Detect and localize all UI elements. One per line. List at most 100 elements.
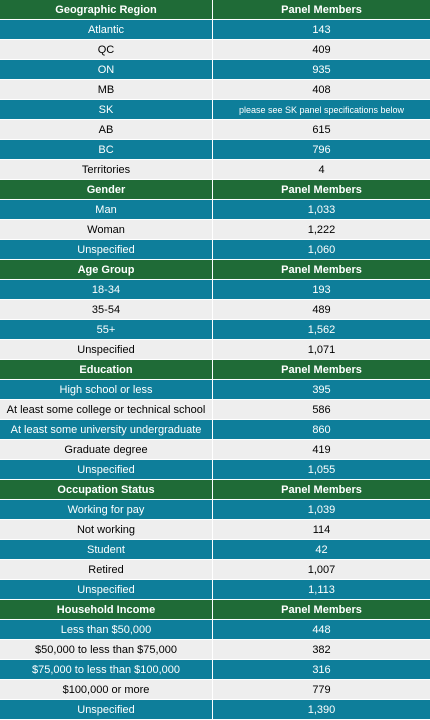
row-value: 1,055	[307, 463, 336, 476]
row-label: Man	[0, 200, 213, 219]
value-column-header: Panel Members	[281, 3, 362, 16]
row-value: 1,390	[307, 703, 336, 716]
row-label: Less than $50,000	[0, 620, 213, 639]
value-column-header: Panel Members	[281, 363, 362, 376]
table-row: Unspecified 1,390	[0, 700, 430, 720]
row-value: 316	[312, 663, 331, 676]
row-value: 193	[312, 283, 331, 296]
row-label: Graduate degree	[0, 440, 213, 459]
section-title: Occupation Status	[0, 480, 213, 499]
row-label: Unspecified	[0, 460, 213, 479]
row-label: 35-54	[0, 300, 213, 319]
row-label: At least some university undergraduate	[0, 420, 213, 439]
value-column-header: Panel Members	[281, 483, 362, 496]
row-value: 143	[312, 23, 331, 36]
table-row: Not working 114	[0, 520, 430, 540]
table-row: BC 796	[0, 140, 430, 160]
row-value: 382	[312, 643, 331, 656]
section-title: Education	[0, 360, 213, 379]
table-row: MB 408	[0, 80, 430, 100]
table-row: 18-34 193	[0, 280, 430, 300]
row-value: 860	[312, 423, 331, 436]
row-value: 114	[312, 523, 331, 536]
section-header-row: Age Group Panel Members	[0, 260, 430, 280]
row-label: Student	[0, 540, 213, 559]
row-label: ON	[0, 60, 213, 79]
row-label: QC	[0, 40, 213, 59]
row-label: Retired	[0, 560, 213, 579]
row-label: $50,000 to less than $75,000	[0, 640, 213, 659]
section-header-row: Gender Panel Members	[0, 180, 430, 200]
row-value: 1,007	[307, 563, 336, 576]
row-value: please see SK panel specifications below	[238, 104, 405, 115]
row-value: 42	[315, 543, 328, 556]
table-row: Working for pay 1,039	[0, 500, 430, 520]
table-row: At least some college or technical schoo…	[0, 400, 430, 420]
table-row: Graduate degree 419	[0, 440, 430, 460]
table-row: Retired 1,007	[0, 560, 430, 580]
row-value: 1,222	[307, 223, 336, 236]
section-title: Gender	[0, 180, 213, 199]
row-label: Territories	[0, 160, 213, 179]
section-title: Age Group	[0, 260, 213, 279]
table-row: 55+ 1,562	[0, 320, 430, 340]
row-value: 409	[312, 43, 331, 56]
table-row: Unspecified 1,113	[0, 580, 430, 600]
row-value: 408	[312, 83, 331, 96]
table-row: Man 1,033	[0, 200, 430, 220]
row-value: 586	[312, 403, 331, 416]
section-header-row: Occupation Status Panel Members	[0, 480, 430, 500]
value-column-header: Panel Members	[281, 263, 362, 276]
row-label: Unspecified	[0, 340, 213, 359]
row-value: 1,071	[307, 343, 336, 356]
row-value: 1,039	[307, 503, 336, 516]
row-label: Woman	[0, 220, 213, 239]
row-label: At least some college or technical schoo…	[0, 400, 213, 419]
row-label: Working for pay	[0, 500, 213, 519]
row-label: High school or less	[0, 380, 213, 399]
table-row: SK please see SK panel specifications bel…	[0, 100, 430, 120]
table-row: Unspecified 1,055	[0, 460, 430, 480]
section-title: Geographic Region	[0, 0, 213, 19]
table-row: 35-54 489	[0, 300, 430, 320]
table-row: Territories 4	[0, 160, 430, 180]
row-label: 55+	[0, 320, 213, 339]
row-label: Unspecified	[0, 240, 213, 259]
row-label: 18-34	[0, 280, 213, 299]
row-label: $75,000 to less than $100,000	[0, 660, 213, 679]
table-row: Unspecified 1,071	[0, 340, 430, 360]
value-column-header: Panel Members	[281, 183, 362, 196]
row-value: 419	[312, 443, 331, 456]
row-value: 796	[312, 143, 331, 156]
row-label: SK	[0, 100, 213, 119]
row-value: 448	[312, 623, 331, 636]
row-label: MB	[0, 80, 213, 99]
table-row: Woman 1,222	[0, 220, 430, 240]
section-header-row: Education Panel Members	[0, 360, 430, 380]
section-header-row: Household Income Panel Members	[0, 600, 430, 620]
table-row: Unspecified 1,060	[0, 240, 430, 260]
row-value: 1,562	[307, 323, 336, 336]
row-value: 779	[312, 683, 331, 696]
row-value: 1,060	[307, 243, 336, 256]
table-row: $100,000 or more 779	[0, 680, 430, 700]
row-value: 395	[312, 383, 331, 396]
table-row: ON 935	[0, 60, 430, 80]
row-label: BC	[0, 140, 213, 159]
value-column-header: Panel Members	[281, 603, 362, 616]
row-label: Atlantic	[0, 20, 213, 39]
row-label: Unspecified	[0, 700, 213, 719]
section-title: Household Income	[0, 600, 213, 619]
section-header-row: Geographic Region Panel Members	[0, 0, 430, 20]
table-row: AB 615	[0, 120, 430, 140]
table-row: $50,000 to less than $75,000 382	[0, 640, 430, 660]
table-row: Student 42	[0, 540, 430, 560]
table-row: $75,000 to less than $100,000 316	[0, 660, 430, 680]
row-value: 1,113	[308, 583, 335, 596]
table-row: QC 409	[0, 40, 430, 60]
row-value: 4	[318, 163, 325, 176]
row-value: 1,033	[307, 203, 336, 216]
row-value: 489	[312, 303, 331, 316]
row-label: AB	[0, 120, 213, 139]
